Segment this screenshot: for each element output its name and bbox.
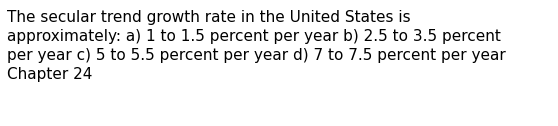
Text: Chapter 24: Chapter 24 [7,67,93,82]
Text: per year c) 5 to 5.5 percent per year d) 7 to 7.5 percent per year: per year c) 5 to 5.5 percent per year d)… [7,48,506,63]
Text: The secular trend growth rate in the United States is: The secular trend growth rate in the Uni… [7,10,411,25]
Text: approximately: a) 1 to 1.5 percent per year b) 2.5 to 3.5 percent: approximately: a) 1 to 1.5 percent per y… [7,29,501,44]
